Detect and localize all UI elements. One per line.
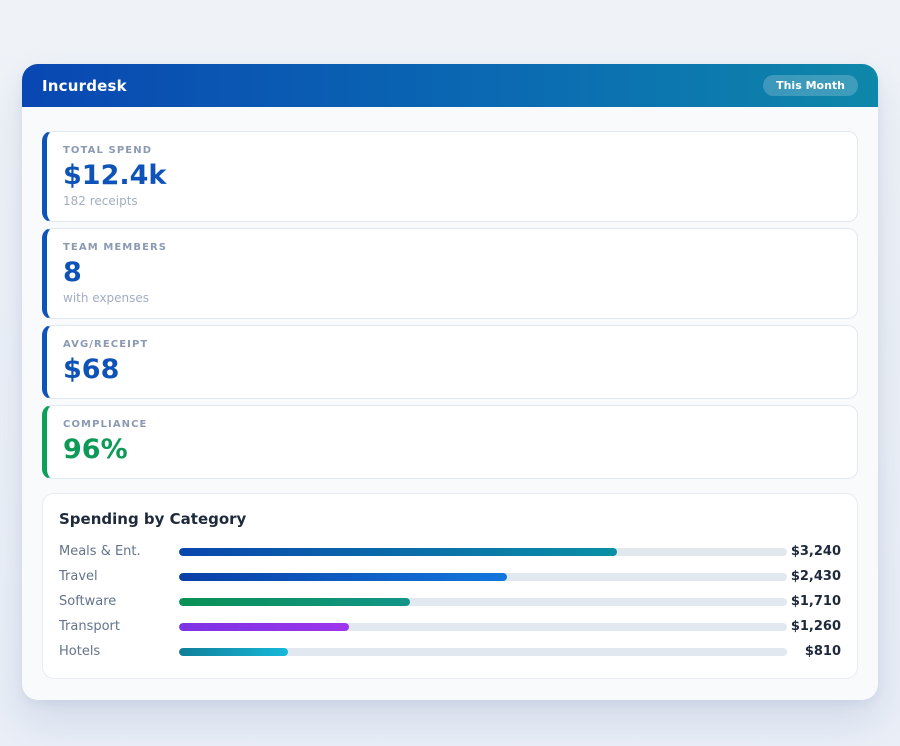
app-title: Incurdesk [42, 76, 127, 95]
category-amount: $1,710 [790, 594, 841, 609]
category-label: Meals & Ent. [59, 544, 141, 559]
category-amount: $1,260 [790, 619, 841, 634]
category-label: Travel [59, 569, 98, 584]
stat-label: TEAM MEMBERS [63, 242, 168, 253]
category-label: Hotels [59, 644, 101, 659]
stat-subtitle: 182 receipts [63, 194, 138, 208]
category-row: Meals & Ent. $3,240 [59, 539, 841, 564]
period-badge[interactable]: This Month [763, 74, 858, 97]
category-bar-fill [179, 572, 508, 581]
category-label: Software [59, 594, 117, 609]
category-bar-track [179, 597, 787, 606]
category-bar-track [179, 622, 787, 631]
stats-section: TOTAL SPEND $12.4k 182 receipts TEAM MEM… [42, 131, 858, 479]
category-row: Travel $2,430 [59, 564, 841, 589]
category-bar-track [179, 547, 787, 556]
stat-card: COMPLIANCE 96% [42, 405, 858, 479]
category-bar-track [179, 647, 787, 656]
stat-subtitle: with expenses [63, 291, 150, 305]
category-bar-fill [179, 547, 617, 556]
spending-chart-rows: Meals & Ent. $3,240 Travel $2,430 Softwa… [59, 539, 841, 664]
dashboard-body: TOTAL SPEND $12.4k 182 receipts TEAM MEM… [22, 107, 878, 700]
category-bar-fill [179, 647, 289, 656]
spending-by-category-card: Spending by Category Meals & Ent. $3,240… [42, 493, 858, 679]
stat-card: AVG/RECEIPT $68 [42, 325, 858, 399]
dashboard-card: Incurdesk This Month TOTAL SPEND $12.4k … [22, 64, 878, 700]
category-row: Software $1,710 [59, 589, 841, 614]
stat-label: TOTAL SPEND [63, 145, 153, 156]
category-bar-fill [179, 597, 411, 606]
category-amount: $2,430 [790, 569, 841, 584]
stat-label: COMPLIANCE [63, 419, 148, 430]
app-header: Incurdesk This Month [22, 64, 878, 107]
category-row: Transport $1,260 [59, 614, 841, 639]
stat-value: 96% [63, 434, 128, 465]
stat-label: AVG/RECEIPT [63, 339, 149, 350]
category-amount: $810 [804, 644, 841, 659]
stat-value: $12.4k [63, 160, 167, 191]
spending-chart-title: Spending by Category [59, 510, 247, 528]
category-bar-track [179, 572, 787, 581]
category-bar-fill [179, 622, 350, 631]
category-label: Transport [59, 619, 121, 634]
category-amount: $3,240 [790, 544, 841, 559]
stat-value: $68 [63, 354, 120, 385]
stat-card: TEAM MEMBERS 8 with expenses [42, 228, 858, 319]
category-row: Hotels $810 [59, 639, 841, 664]
stat-card: TOTAL SPEND $12.4k 182 receipts [42, 131, 858, 222]
stat-value: 8 [63, 257, 82, 288]
